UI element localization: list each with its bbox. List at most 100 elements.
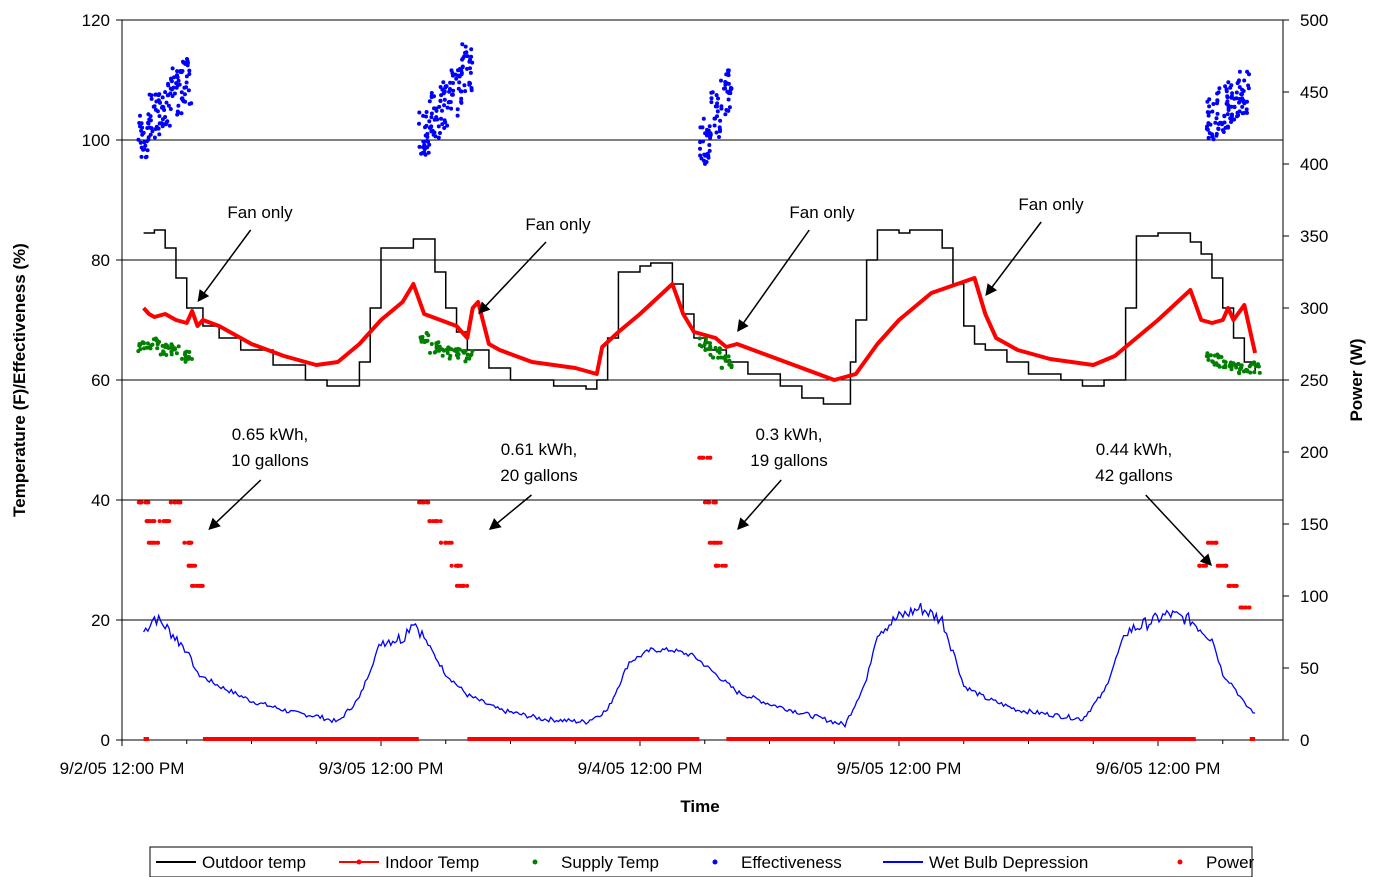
series-effectiveness-point [715, 101, 720, 106]
series-effectiveness-point [451, 88, 456, 93]
series-effectiveness-point [451, 81, 455, 85]
series-supply-temp-point [1217, 364, 1222, 369]
annotation-label: 42 gallons [1095, 466, 1173, 485]
series-effectiveness-point [1244, 107, 1249, 112]
series-effectiveness-point [167, 123, 172, 128]
series-effectiveness-point [166, 103, 171, 108]
legend-marker-supply-temp [532, 859, 538, 865]
series-supply-temp-point [434, 349, 438, 354]
series-power-point [1215, 563, 1220, 568]
series-effectiveness-point [427, 119, 432, 124]
series-effectiveness-point [457, 80, 462, 85]
annotation-arrowhead [478, 301, 491, 314]
legend-marker-indoor-temp [356, 859, 362, 865]
series-effectiveness-point [725, 89, 730, 94]
series-power-point [1234, 583, 1239, 588]
series-effectiveness-point [424, 123, 429, 128]
series-effectiveness-point [723, 112, 728, 117]
series-supply-temp-point [420, 336, 425, 341]
series-effectiveness-point [449, 68, 454, 73]
series-supply-temp-point [448, 353, 453, 358]
series-supply-temp-point [424, 339, 429, 344]
series-supply-temp-point [1237, 371, 1242, 376]
series-effectiveness-point [175, 109, 180, 114]
series-supply-temp-point [447, 346, 452, 351]
series-effectiveness-point [470, 60, 475, 65]
series-effectiveness-point [1215, 98, 1220, 103]
series-effectiveness-point [718, 129, 722, 134]
series-power-point [188, 540, 193, 545]
series-power-point [200, 583, 205, 588]
series-effectiveness-point [1237, 109, 1242, 114]
series-power-point [1212, 540, 1217, 545]
series-supply-temp-point [186, 356, 191, 361]
series-supply-temp-point [1227, 364, 1232, 369]
series-effectiveness-point [180, 69, 185, 73]
series-supply-temp-point [463, 359, 468, 364]
x-tick-label: 9/5/05 12:00 PM [837, 759, 962, 778]
series-power-point [190, 583, 194, 588]
series-supply-temp-point [455, 351, 460, 356]
series-supply-temp-point [1241, 369, 1246, 374]
y-tick-label: 80 [91, 251, 110, 270]
series-supply-temp-point [716, 355, 721, 360]
series-supply-temp-point [434, 343, 439, 348]
series-effectiveness-point [698, 140, 703, 145]
series-effectiveness-point [439, 116, 443, 121]
series-effectiveness-point [1224, 87, 1229, 92]
series-supply-temp-point [703, 340, 708, 345]
series-effectiveness-point [1232, 117, 1237, 122]
series-effectiveness-point [709, 96, 714, 101]
annotation-arrow [213, 479, 262, 526]
series-supply-temp-point [165, 344, 170, 349]
series-supply-temp-point [453, 348, 458, 353]
series-effectiveness-point [1205, 99, 1210, 104]
series-supply-temp-point [1211, 359, 1215, 364]
series-supply-temp-point [424, 331, 429, 335]
series-effectiveness-point [1214, 116, 1219, 121]
series-supply-temp-point [1253, 363, 1258, 368]
series-effectiveness-point [1242, 101, 1247, 106]
x-tick-label: 9/6/05 12:00 PM [1096, 759, 1221, 778]
series-effectiveness-point [170, 94, 175, 98]
series-effectiveness-point [442, 126, 447, 130]
series-effectiveness-point [463, 89, 468, 94]
series-supply-temp-point [1228, 360, 1233, 365]
series-effectiveness-point [156, 93, 161, 98]
series-effectiveness-point [163, 122, 168, 127]
series-effectiveness-point [421, 145, 426, 150]
series-effectiveness-point [1235, 114, 1239, 119]
annotation-arrowhead [208, 517, 221, 530]
series-effectiveness-point [157, 121, 162, 126]
series-effectiveness-point [439, 93, 444, 98]
series-power-point [427, 519, 432, 524]
series-power-point [1243, 605, 1248, 610]
series-effectiveness-point [460, 57, 465, 62]
series-supply-temp-point [461, 349, 465, 354]
series-power-point [711, 500, 716, 505]
series-supply-temp-point [1252, 370, 1257, 375]
series-effectiveness-point [715, 109, 720, 114]
annotation-arrow [1145, 494, 1208, 561]
series-effectiveness-point [1225, 124, 1230, 129]
series-power-point [178, 500, 183, 505]
series-supply-temp-point [428, 350, 432, 355]
series-supply-temp-point [723, 358, 728, 363]
series-effectiveness-point [176, 103, 181, 108]
series-effectiveness-point [139, 128, 144, 133]
series-effectiveness-point [726, 70, 731, 75]
series-effectiveness-point [155, 109, 160, 114]
annotation-label: Fan only [525, 215, 591, 234]
series-effectiveness-point [455, 113, 460, 118]
annotation-arrowhead [985, 283, 998, 296]
series-supply-temp-point [713, 345, 718, 350]
y-tick-label: 60 [91, 371, 110, 390]
series-power-point [1238, 605, 1243, 610]
series-effectiveness-point [146, 120, 150, 125]
series-effectiveness-point [138, 140, 143, 145]
annotations: Fan only Fan only Fan only Fan only 0.65 kWh… [197, 195, 1212, 566]
series-power-point [1227, 583, 1232, 588]
series-effectiveness-point [442, 89, 447, 94]
series-effectiveness-point [1234, 90, 1239, 95]
series-supply-temp-point [697, 343, 702, 348]
